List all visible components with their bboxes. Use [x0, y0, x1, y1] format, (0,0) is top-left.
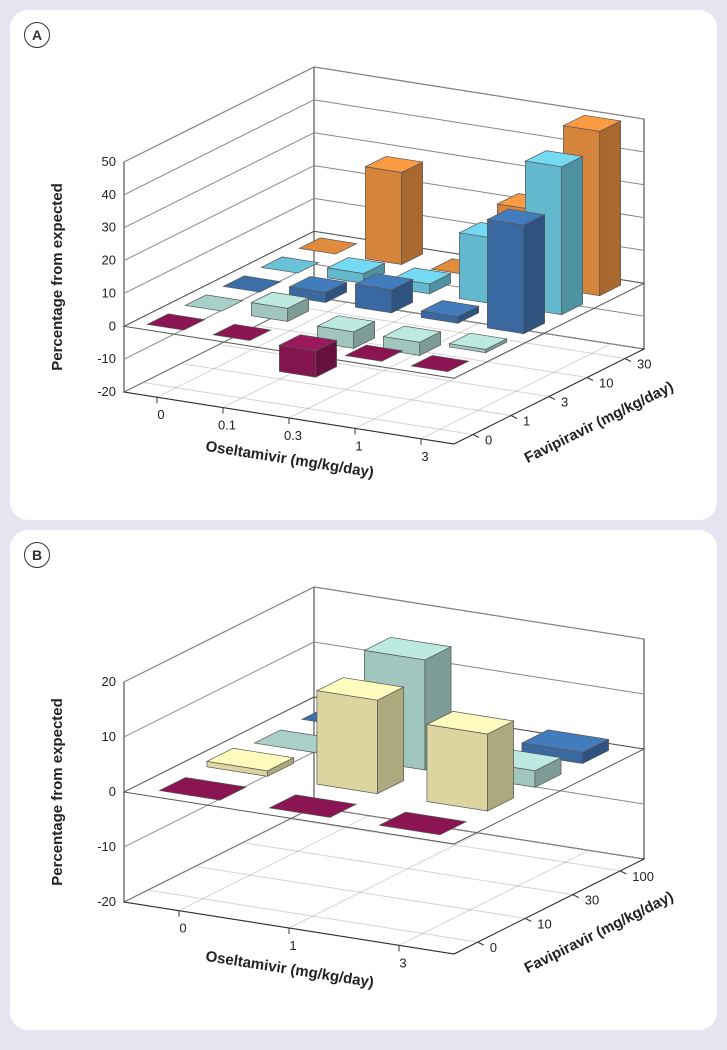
svg-text:0: 0 [485, 433, 492, 448]
chart-b: -20-100102001301030100Percentage from ex… [24, 542, 704, 1012]
svg-text:0: 0 [489, 940, 496, 955]
svg-text:20: 20 [101, 253, 115, 268]
chart-a-wrap: -20-100102030405000.10.3130131030Percent… [22, 22, 705, 502]
svg-text:Favipiravir (mg/kg/day): Favipiravir (mg/kg/day) [521, 378, 675, 467]
chart-a: -20-100102030405000.10.3130131030Percent… [24, 22, 704, 502]
svg-text:10: 10 [599, 376, 613, 391]
svg-text:0.3: 0.3 [283, 428, 301, 443]
svg-text:Percentage from expected: Percentage from expected [49, 183, 66, 371]
chart-b-wrap: -20-100102001301030100Percentage from ex… [22, 542, 705, 1012]
svg-text:-10: -10 [97, 351, 116, 366]
svg-text:0: 0 [179, 921, 186, 936]
svg-text:1: 1 [289, 938, 296, 953]
svg-text:0: 0 [108, 784, 115, 799]
svg-text:Percentage from expected: Percentage from expected [49, 698, 66, 886]
panel-a: A -20-100102030405000.10.3130131030Perce… [10, 10, 717, 520]
svg-text:40: 40 [101, 187, 115, 202]
svg-text:50: 50 [101, 154, 115, 169]
svg-text:-20: -20 [97, 894, 116, 909]
svg-text:30: 30 [101, 220, 115, 235]
svg-text:Oseltamivir (mg/kg/day): Oseltamivir (mg/kg/day) [204, 438, 375, 481]
svg-text:0.1: 0.1 [217, 418, 235, 433]
svg-text:20: 20 [101, 674, 115, 689]
svg-text:1: 1 [355, 438, 362, 453]
svg-text:30: 30 [584, 893, 598, 908]
svg-text:-20: -20 [97, 384, 116, 399]
svg-text:3: 3 [421, 449, 428, 464]
svg-text:3: 3 [399, 955, 406, 970]
svg-text:30: 30 [637, 357, 651, 372]
panel-b: B -20-100102001301030100Percentage from … [10, 530, 717, 1030]
svg-text:10: 10 [101, 285, 115, 300]
svg-text:3: 3 [561, 395, 568, 410]
svg-text:100: 100 [632, 869, 654, 884]
svg-text:1: 1 [523, 414, 530, 429]
svg-text:10: 10 [101, 729, 115, 744]
svg-text:10: 10 [537, 916, 551, 931]
svg-text:0: 0 [157, 407, 164, 422]
svg-text:0: 0 [108, 318, 115, 333]
svg-text:-10: -10 [97, 839, 116, 854]
svg-text:Oseltamivir (mg/kg/day): Oseltamivir (mg/kg/day) [204, 948, 375, 991]
